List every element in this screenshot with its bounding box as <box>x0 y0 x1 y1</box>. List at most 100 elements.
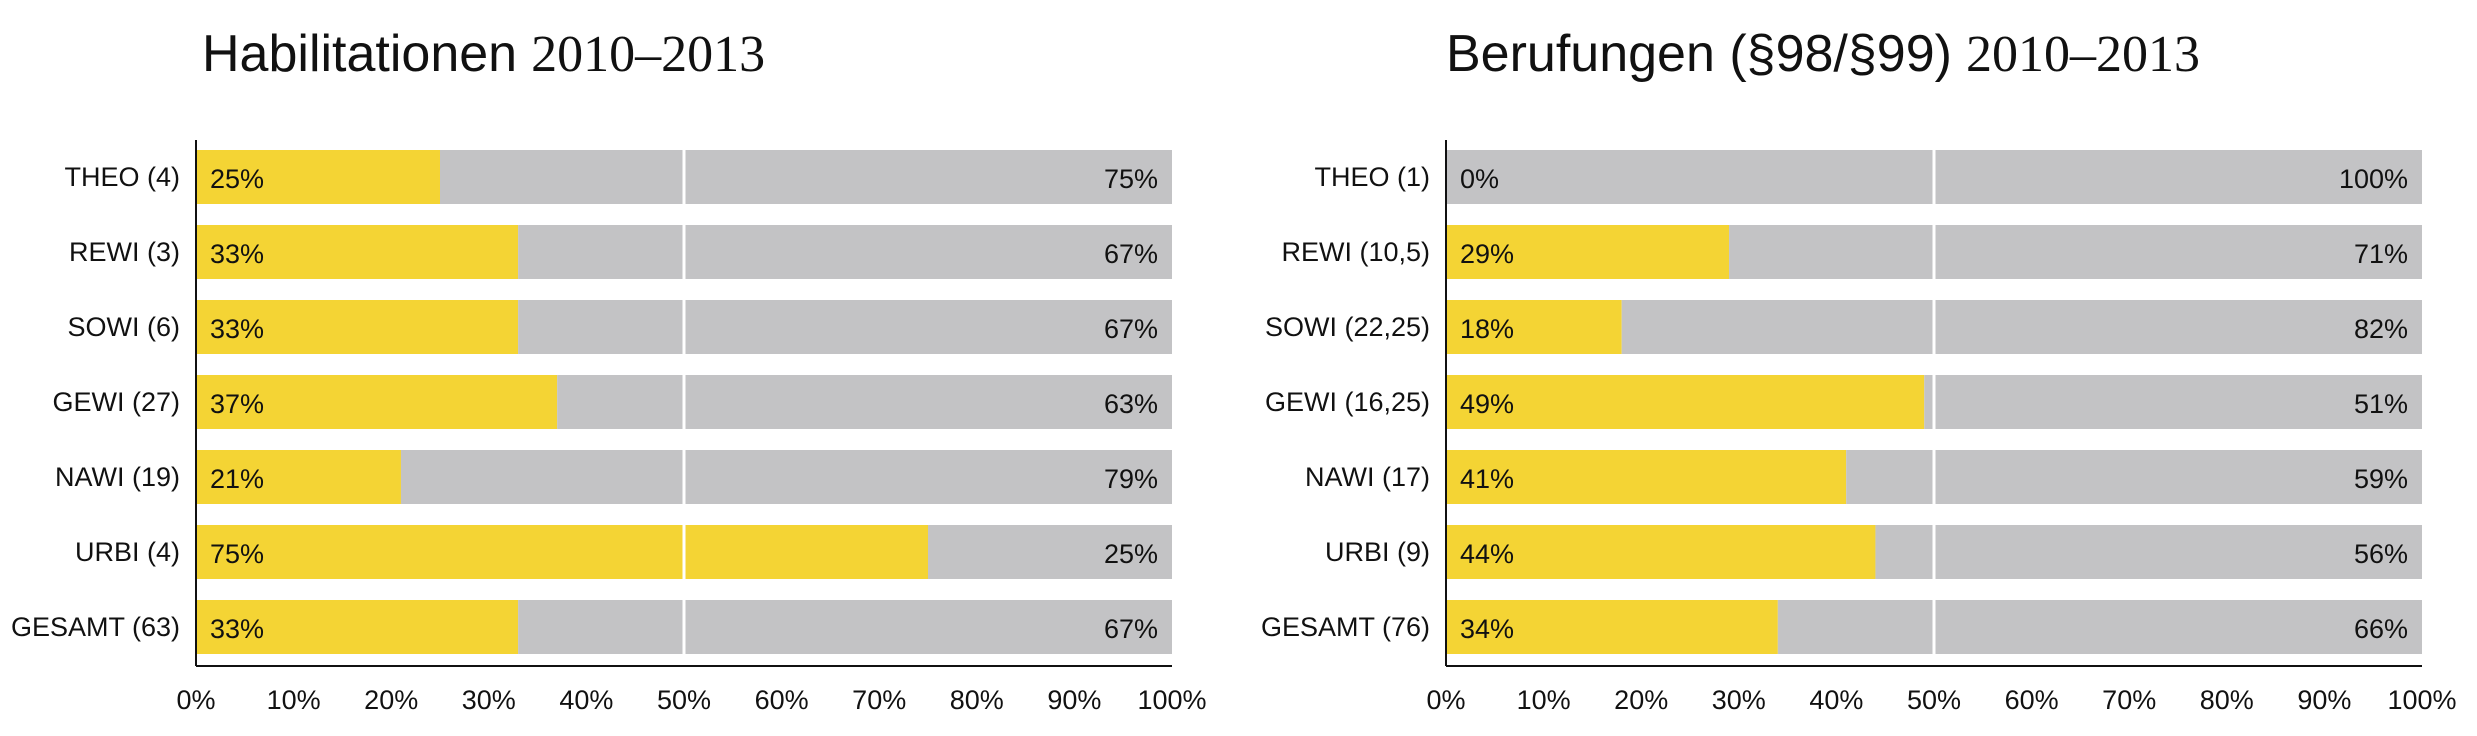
c1-bar-share-a-1 <box>1446 225 1730 279</box>
c0-data-label-b-2: 67% <box>1104 314 1158 344</box>
c0-bar-share-b-5 <box>928 525 1172 579</box>
c0-category-label-3: GEWI (27) <box>52 387 180 417</box>
c1-data-label-b-5: 56% <box>2354 539 2408 569</box>
chart-berufungen: Berufungen (§98/§99) 2010–2013 THEO (1) 0%… <box>1238 0 2477 736</box>
c1-category-label-5: URBI (9) <box>1325 537 1430 567</box>
c0-bar-share-b-0 <box>440 150 1172 204</box>
c1-data-label-a-0: 0% <box>1460 164 1499 194</box>
c0-bar-share-a-5 <box>196 525 928 579</box>
c0-bar-share-a-3 <box>196 375 558 429</box>
c1-category-label-4: NAWI (17) <box>1305 462 1430 492</box>
bar-chart-habilitationen: THEO (4) 25% 75% REWI (3) 33% 67% SOWI (6) 33% 6… <box>11 140 1207 715</box>
c0-data-label-b-3: 63% <box>1104 389 1158 419</box>
c0-x-tick-label-7: 70% <box>852 685 906 715</box>
c0-x-tick-label-5: 50% <box>657 685 711 715</box>
c0-category-label-2: SOWI (6) <box>68 312 181 342</box>
c0-category-label-6: GESAMT (63) <box>11 612 180 642</box>
c0-x-tick-label-3: 30% <box>462 685 516 715</box>
c1-bar-share-b-4 <box>1846 450 2422 504</box>
chart-title: Berufungen (§98/§99) 2010–2013 <box>1446 24 2200 84</box>
c0-bar-share-b-1 <box>518 225 1172 279</box>
c1-bar-share-a-4 <box>1446 450 1847 504</box>
c1-data-label-a-6: 34% <box>1460 614 1514 644</box>
c0-x-tick-label-0: 0% <box>176 685 215 715</box>
c0-data-label-b-5: 25% <box>1104 539 1158 569</box>
c0-data-label-b-6: 67% <box>1104 614 1158 644</box>
c1-data-label-b-0: 100% <box>2339 164 2408 194</box>
chart-title: Habilitationen 2010–2013 <box>202 24 765 84</box>
c1-x-tick-label-8: 80% <box>2200 685 2254 715</box>
c0-data-label-a-5: 75% <box>210 539 264 569</box>
c0-category-label-4: NAWI (19) <box>55 462 180 492</box>
c1-bar-share-a-6 <box>1446 600 1778 654</box>
c0-data-label-a-1: 33% <box>210 239 264 269</box>
c1-x-tick-label-9: 90% <box>2297 685 2351 715</box>
c0-category-label-5: URBI (4) <box>75 537 180 567</box>
c0-x-tick-label-1: 10% <box>267 685 321 715</box>
c1-data-label-a-5: 44% <box>1460 539 1514 569</box>
c1-data-label-b-1: 71% <box>2354 239 2408 269</box>
c0-x-tick-label-8: 80% <box>950 685 1004 715</box>
c0-data-label-a-3: 37% <box>210 389 264 419</box>
c0-x-tick-label-2: 20% <box>364 685 418 715</box>
c0-x-tick-label-6: 60% <box>755 685 809 715</box>
c0-bar-share-a-2 <box>196 300 519 354</box>
c0-bar-share-b-2 <box>518 300 1172 354</box>
c0-bar-share-b-6 <box>518 600 1172 654</box>
c0-bar-share-a-6 <box>196 600 519 654</box>
c1-data-label-b-6: 66% <box>2354 614 2408 644</box>
c1-x-tick-label-7: 70% <box>2102 685 2156 715</box>
c0-data-label-b-1: 67% <box>1104 239 1158 269</box>
c1-category-label-0: THEO (1) <box>1314 162 1430 192</box>
c0-bar-share-a-0 <box>196 150 440 204</box>
c1-bar-share-b-2 <box>1621 300 2422 354</box>
c1-bar-share-a-5 <box>1446 525 1876 579</box>
c0-data-label-b-4: 79% <box>1104 464 1158 494</box>
c0-data-label-a-6: 33% <box>210 614 264 644</box>
c1-data-label-b-3: 51% <box>2354 389 2408 419</box>
c0-data-label-a-4: 21% <box>210 464 264 494</box>
c0-category-label-1: REWI (3) <box>69 237 180 267</box>
chart-title-period: 2010–2013 <box>1965 26 2200 83</box>
c1-bar-share-b-5 <box>1875 525 2422 579</box>
chart-title-main: Habilitationen <box>202 25 518 83</box>
c1-x-tick-label-5: 50% <box>1907 685 1961 715</box>
c1-x-tick-label-2: 20% <box>1614 685 1668 715</box>
c0-category-label-0: THEO (4) <box>64 162 180 192</box>
chart-habilitationen: Habilitationen 2010–2013 THEO (4) 25% 75% RE… <box>0 0 1238 736</box>
c0-bar-share-a-4 <box>196 450 401 504</box>
c0-data-label-a-0: 25% <box>210 164 264 194</box>
c1-bar-share-a-2 <box>1446 300 1622 354</box>
c0-x-tick-label-4: 40% <box>559 685 613 715</box>
bar-chart-berufungen: THEO (1) 0% 100% REWI (10,5) 29% 71% SOWI (22,… <box>1261 140 2457 715</box>
chart-title-main: Berufungen (§98/§99) <box>1446 25 1952 83</box>
c1-bar-share-b-3 <box>1924 375 2422 429</box>
c0-data-label-b-0: 75% <box>1104 164 1158 194</box>
c1-bar-share-b-6 <box>1777 600 2422 654</box>
c1-data-label-a-3: 49% <box>1460 389 1514 419</box>
c0-x-tick-label-10: 100% <box>1137 685 1206 715</box>
c1-category-label-6: GESAMT (76) <box>1261 612 1430 642</box>
c1-bar-share-a-3 <box>1446 375 1925 429</box>
c1-category-label-1: REWI (10,5) <box>1281 237 1430 267</box>
c1-x-tick-label-4: 40% <box>1809 685 1863 715</box>
c1-x-tick-label-1: 10% <box>1517 685 1571 715</box>
c0-x-tick-label-9: 90% <box>1047 685 1101 715</box>
c0-bar-share-b-3 <box>557 375 1172 429</box>
c0-data-label-a-2: 33% <box>210 314 264 344</box>
chart-title-period: 2010–2013 <box>531 26 766 83</box>
c1-data-label-a-2: 18% <box>1460 314 1514 344</box>
c1-data-label-b-4: 59% <box>2354 464 2408 494</box>
c1-bar-share-b-1 <box>1729 225 2422 279</box>
c1-x-tick-label-10: 100% <box>2387 685 2456 715</box>
c1-data-label-a-1: 29% <box>1460 239 1514 269</box>
c1-category-label-2: SOWI (22,25) <box>1265 312 1430 342</box>
c0-bar-share-a-1 <box>196 225 519 279</box>
c1-data-label-a-4: 41% <box>1460 464 1514 494</box>
c1-data-label-b-2: 82% <box>2354 314 2408 344</box>
c0-bar-share-b-4 <box>400 450 1173 504</box>
c1-x-tick-label-0: 0% <box>1426 685 1465 715</box>
c1-x-tick-label-3: 30% <box>1712 685 1766 715</box>
c1-category-label-3: GEWI (16,25) <box>1265 387 1430 417</box>
c1-x-tick-label-6: 60% <box>2005 685 2059 715</box>
